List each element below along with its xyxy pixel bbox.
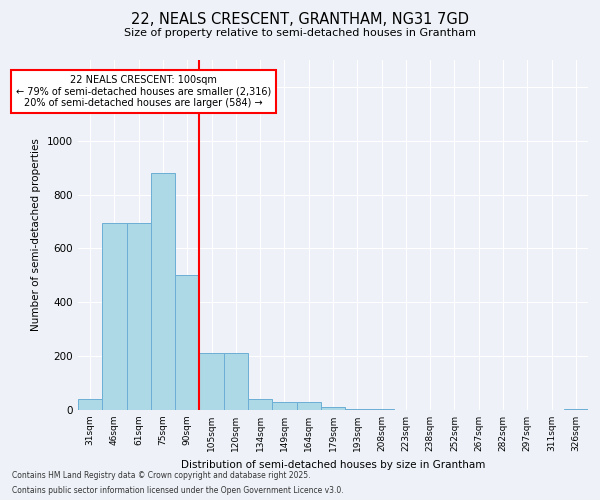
Bar — [345, 408, 370, 410]
Text: 22, NEALS CRESCENT, GRANTHAM, NG31 7GD: 22, NEALS CRESCENT, GRANTHAM, NG31 7GD — [131, 12, 469, 28]
Bar — [127, 223, 151, 410]
Text: Size of property relative to semi-detached houses in Grantham: Size of property relative to semi-detach… — [124, 28, 476, 38]
Text: 22 NEALS CRESCENT: 100sqm
← 79% of semi-detached houses are smaller (2,316)
20% : 22 NEALS CRESCENT: 100sqm ← 79% of semi-… — [16, 75, 271, 108]
Bar — [564, 408, 588, 410]
Bar — [151, 173, 175, 410]
Bar — [296, 402, 321, 410]
Bar — [248, 399, 272, 410]
Bar — [175, 276, 199, 410]
Bar — [78, 399, 102, 410]
Bar — [102, 223, 127, 410]
Bar — [321, 408, 345, 410]
X-axis label: Distribution of semi-detached houses by size in Grantham: Distribution of semi-detached houses by … — [181, 460, 485, 469]
Text: Contains HM Land Registry data © Crown copyright and database right 2025.: Contains HM Land Registry data © Crown c… — [12, 471, 311, 480]
Bar — [272, 402, 296, 410]
Bar — [224, 354, 248, 410]
Text: Contains public sector information licensed under the Open Government Licence v3: Contains public sector information licen… — [12, 486, 344, 495]
Bar — [199, 354, 224, 410]
Y-axis label: Number of semi-detached properties: Number of semi-detached properties — [31, 138, 41, 332]
